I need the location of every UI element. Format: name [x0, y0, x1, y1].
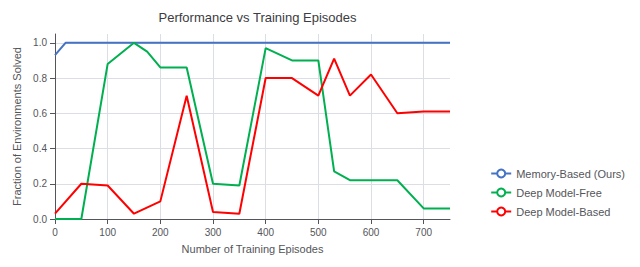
- svg-text:600: 600: [363, 227, 380, 238]
- svg-text:300: 300: [205, 227, 222, 238]
- svg-text:0.4: 0.4: [33, 143, 47, 154]
- svg-text:Deep Model-Based: Deep Model-Based: [516, 206, 610, 218]
- svg-text:Performance vs Training Episod: Performance vs Training Episodes: [159, 10, 357, 25]
- svg-text:0.8: 0.8: [33, 73, 47, 84]
- svg-text:100: 100: [99, 227, 116, 238]
- svg-text:Deep Model-Free: Deep Model-Free: [516, 187, 602, 199]
- svg-text:0.2: 0.2: [33, 178, 47, 189]
- svg-text:Number of Training Episodes: Number of Training Episodes: [182, 243, 324, 255]
- svg-text:0.6: 0.6: [33, 108, 47, 119]
- svg-text:1.0: 1.0: [33, 37, 47, 48]
- svg-text:700: 700: [415, 227, 432, 238]
- svg-text:0: 0: [52, 227, 58, 238]
- svg-text:400: 400: [257, 227, 274, 238]
- svg-text:Memory-Based (Ours): Memory-Based (Ours): [516, 168, 625, 180]
- svg-text:500: 500: [310, 227, 327, 238]
- svg-text:Fraction of Environments Solve: Fraction of Environments Solved: [11, 47, 23, 206]
- svg-text:0.0: 0.0: [33, 214, 47, 225]
- svg-text:200: 200: [152, 227, 169, 238]
